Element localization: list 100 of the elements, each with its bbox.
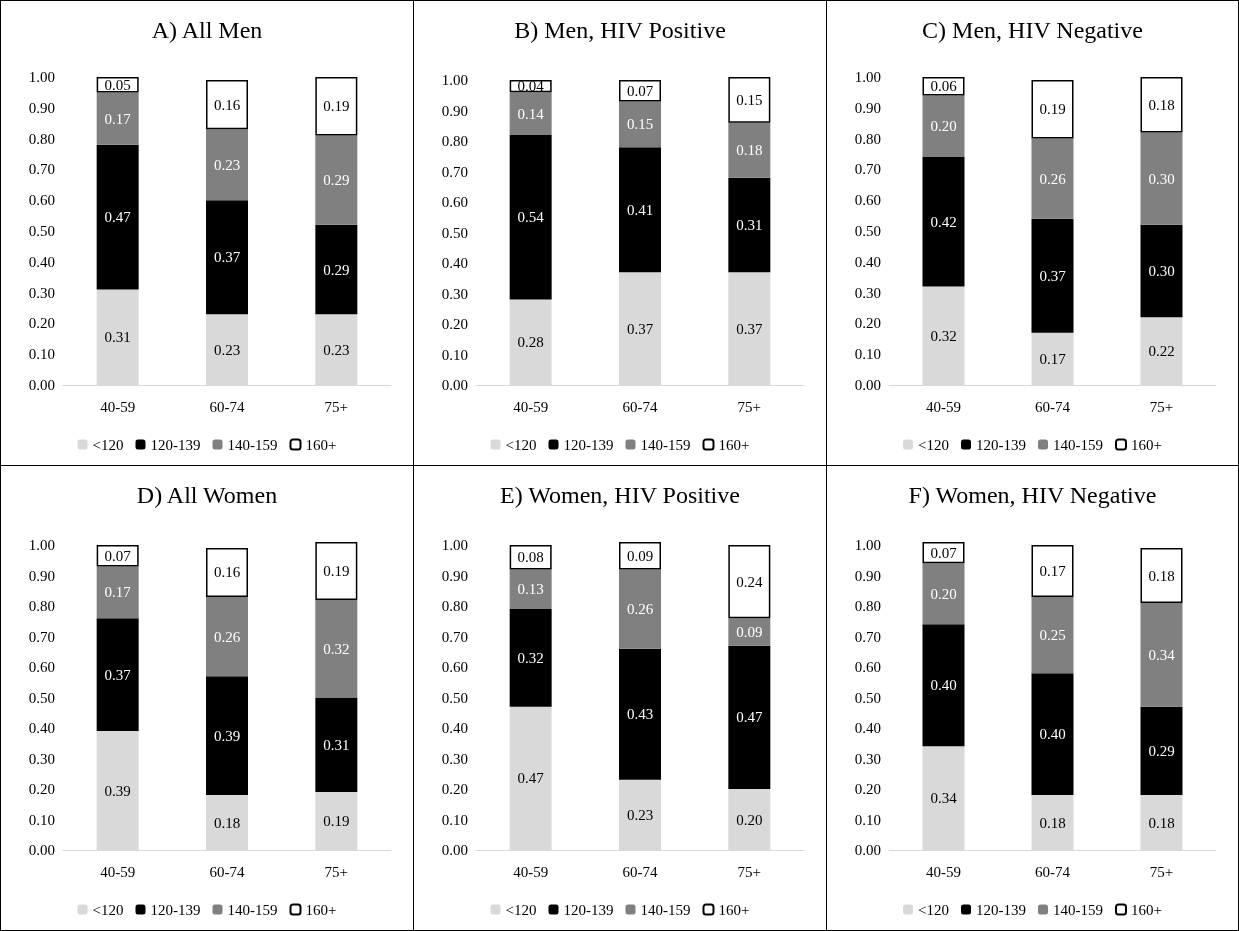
y-tick-label: 0.50 [28, 223, 55, 239]
y-tick-label: 0.60 [854, 192, 881, 209]
y-tick-label: 0.70 [854, 628, 881, 645]
bar [206, 200, 248, 315]
bar [728, 177, 771, 273]
data-label: 0.43 [626, 706, 654, 723]
data-label: 0.04 [517, 78, 545, 95]
data-label: 0.37 [104, 666, 132, 683]
bar [315, 697, 358, 793]
y-tick-label: 0.00 [441, 377, 468, 393]
x-tick-label: 60-74 [622, 863, 658, 880]
data-label: 0.14 [517, 105, 545, 122]
bar [315, 599, 358, 698]
y-tick-label: 0.10 [854, 346, 881, 363]
x-tick-label: 75+ [1149, 398, 1174, 415]
legend-label: 120-139 [563, 436, 614, 453]
bar [1031, 673, 1074, 796]
bar [922, 563, 965, 625]
bar [619, 101, 661, 148]
y-tick-label: 0.40 [28, 253, 55, 270]
y-tick-label: 0.90 [28, 99, 55, 116]
bar [619, 648, 661, 780]
y-tick-label: 0.20 [854, 781, 881, 798]
data-label: 0.19 [1039, 101, 1066, 118]
x-tick-label: 60-74 [209, 863, 245, 880]
data-label: 0.37 [736, 320, 763, 337]
x-tick-label: 40-59 [100, 863, 136, 880]
legend-label: 160+ [1131, 901, 1162, 918]
data-label: 0.17 [104, 584, 132, 601]
x-tick-label: 75+ [737, 863, 762, 880]
x-tick-label: 60-74 [1035, 863, 1071, 880]
legend-label: 140-159 [640, 901, 691, 918]
y-tick-label: 0.50 [441, 689, 468, 706]
legend-label: 140-159 [1053, 901, 1103, 918]
y-tick-label: 0.70 [854, 161, 881, 178]
x-tick-label: 40-59 [926, 398, 961, 415]
bar [96, 144, 139, 290]
y-tick-label: 0.90 [28, 567, 55, 584]
y-tick-label: 0.50 [854, 223, 881, 239]
y-tick-label: 0.60 [441, 659, 468, 676]
y-tick-label: 0.50 [28, 689, 55, 706]
bar [315, 135, 358, 225]
legend-label: 140-159 [640, 436, 691, 453]
y-tick-label: 0.10 [28, 346, 55, 363]
data-label: 0.34 [1148, 646, 1176, 663]
y-tick-label: 0.70 [28, 628, 55, 645]
data-label: 0.16 [213, 564, 241, 581]
bar [619, 147, 661, 273]
bar [96, 618, 139, 732]
bar [206, 676, 248, 796]
legend-label: 120-139 [976, 436, 1026, 453]
y-tick-label: 0.30 [28, 284, 55, 301]
bar [509, 609, 552, 707]
legend-label: 160+ [305, 436, 337, 453]
legend-label: <120 [92, 901, 124, 918]
data-label: 0.15 [736, 91, 763, 108]
data-label: 0.18 [1148, 814, 1175, 831]
bar [206, 596, 248, 677]
y-tick-label: 0.30 [854, 284, 881, 301]
data-label: 0.26 [626, 601, 654, 618]
data-label: 0.16 [213, 96, 241, 113]
data-label: 0.23 [213, 156, 241, 173]
data-label: 0.07 [104, 547, 132, 564]
data-label: 0.32 [930, 327, 957, 344]
data-label: 0.28 [517, 334, 544, 351]
y-tick-label: 0.60 [28, 192, 55, 209]
legend-label: <120 [918, 436, 950, 453]
x-tick-label: 40-59 [926, 863, 961, 880]
legend-label: 140-159 [227, 901, 278, 918]
data-label: 0.20 [930, 585, 957, 602]
chart-title: C) Men, HIV Negative [922, 17, 1143, 43]
data-label: 0.30 [1148, 263, 1175, 280]
data-label: 0.37 [626, 320, 654, 337]
y-tick-label: 1.00 [854, 537, 881, 554]
x-tick-label: 40-59 [513, 398, 549, 415]
data-label: 0.24 [736, 573, 763, 590]
data-label: 0.32 [517, 649, 544, 666]
y-tick-label: 0.40 [28, 720, 55, 737]
y-tick-label: 0.00 [441, 842, 468, 858]
y-tick-label: 0.60 [854, 659, 881, 676]
data-label: 0.20 [736, 811, 763, 828]
data-label: 0.23 [626, 806, 654, 823]
bar [1031, 218, 1074, 333]
y-tick-label: 0.90 [854, 567, 881, 584]
bar [728, 645, 771, 790]
bar [1140, 548, 1183, 603]
y-tick-label: 1.00 [854, 69, 881, 85]
x-tick-label: 75+ [1149, 863, 1174, 880]
chart-title: F) Women, HIV Negative [908, 482, 1157, 508]
legend-label: <120 [505, 901, 537, 918]
y-tick-label: 0.00 [854, 842, 881, 858]
y-tick-label: 0.70 [441, 628, 468, 645]
y-tick-label: 0.50 [441, 224, 468, 241]
y-tick-label: 0.80 [28, 130, 55, 147]
legend-label: <120 [92, 436, 124, 453]
data-label: 0.19 [323, 98, 350, 115]
bar [96, 92, 139, 145]
legend-label: 120-139 [150, 901, 201, 918]
y-tick-label: 1.00 [28, 69, 55, 85]
data-label: 0.05 [104, 76, 131, 93]
